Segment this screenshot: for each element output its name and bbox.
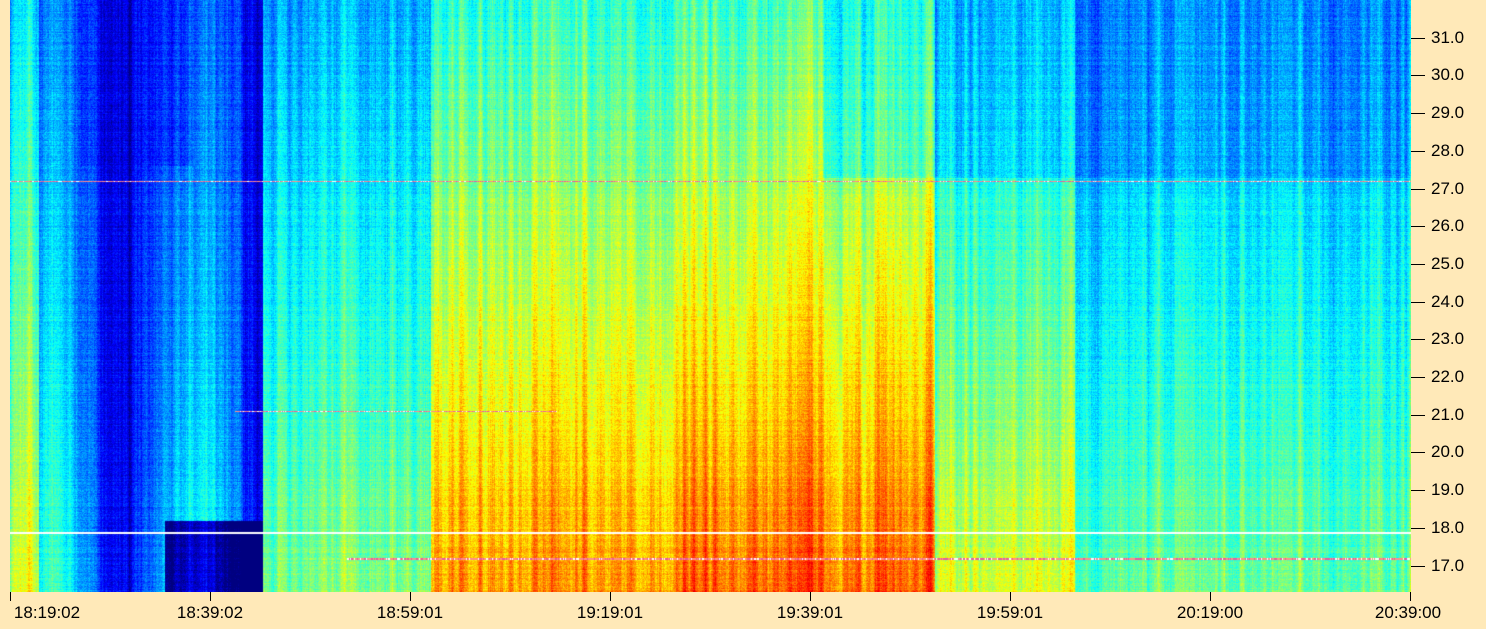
y-tick-label: 26.0 (1431, 216, 1465, 236)
x-tick-mark (1010, 592, 1011, 601)
x-tick-label: 18:39:02 (176, 603, 244, 622)
y-tick-mark (1411, 339, 1425, 341)
x-tick-label: 18:59:01 (376, 603, 444, 622)
y-tick-mark (1411, 452, 1425, 454)
y-tick-mark (1411, 301, 1425, 303)
y-axis: 31.0 30.0 29.0 28.0 27.0 26.0 25.0 24.0 23.0 22.0… (1411, 0, 1486, 592)
y-tick-label: 19.0 (1431, 480, 1465, 500)
x-tick-mark (10, 592, 11, 601)
y-tick-mark (1411, 113, 1425, 115)
y-tick-mark (1411, 565, 1425, 567)
x-axis: 18:19:02 18:39:02 18:59:01 19:19:01 19:39:01… (0, 592, 1486, 629)
y-tick-mark (1411, 188, 1425, 190)
x-tick-mark (210, 592, 211, 601)
y-tick-label: 29.0 (1431, 103, 1465, 123)
x-tick-label: 19:19:01 (576, 603, 644, 622)
spectrogram-plot (10, 0, 1411, 592)
y-tick-label: 21.0 (1431, 404, 1465, 424)
x-tick-mark (1410, 592, 1411, 601)
y-tick-label: 20.0 (1431, 442, 1465, 462)
x-tick-mark (610, 592, 611, 601)
y-tick-mark (1411, 226, 1425, 228)
y-tick-label: 28.0 (1431, 140, 1465, 160)
x-tick-mark (410, 592, 411, 601)
y-tick-mark (1411, 490, 1425, 492)
y-tick-label: 30.0 (1431, 65, 1465, 85)
y-tick-label: 17.0 (1431, 555, 1465, 575)
x-tick-label: 19:39:01 (776, 603, 844, 622)
y-tick-label: 27.0 (1431, 178, 1465, 198)
y-tick-mark (1411, 150, 1425, 152)
y-tick-mark (1411, 527, 1425, 529)
y-tick-label: 31.0 (1431, 27, 1465, 47)
x-tick-label: 20:39:00 (1374, 603, 1442, 622)
spectrogram-heatmap (10, 0, 1411, 592)
y-tick-label: 24.0 (1431, 291, 1465, 311)
x-tick-label: 18:19:02 (13, 603, 81, 622)
y-tick-label: 22.0 (1431, 367, 1465, 387)
x-tick-mark (1210, 592, 1211, 601)
y-tick-mark (1411, 37, 1425, 39)
y-tick-mark (1411, 75, 1425, 77)
y-tick-mark (1411, 377, 1425, 379)
y-tick-label: 23.0 (1431, 329, 1465, 349)
x-tick-label: 19:59:01 (976, 603, 1044, 622)
x-tick-label: 20:19:00 (1176, 603, 1244, 622)
y-tick-label: 25.0 (1431, 253, 1465, 273)
y-tick-mark (1411, 263, 1425, 265)
x-tick-mark (810, 592, 811, 601)
y-tick-mark (1411, 414, 1425, 416)
y-tick-label: 18.0 (1431, 517, 1465, 537)
